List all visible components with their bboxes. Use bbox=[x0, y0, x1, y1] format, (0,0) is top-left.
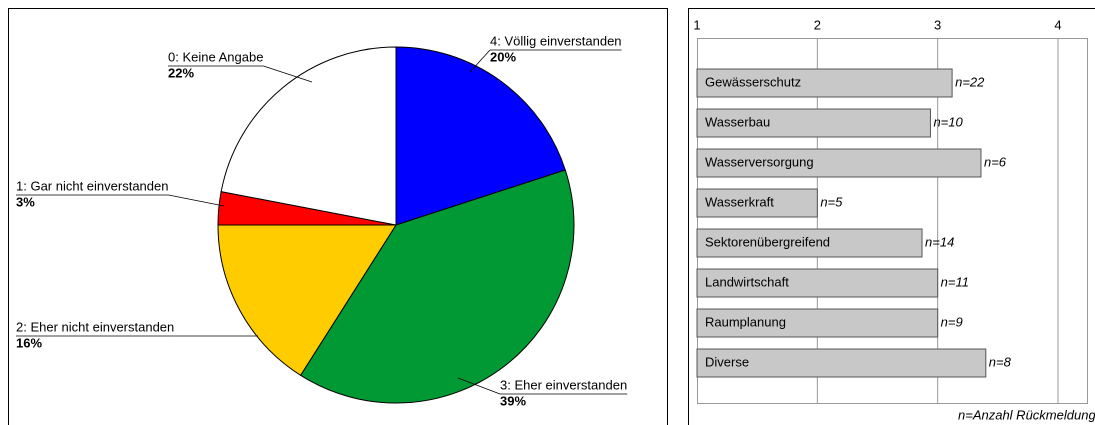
pie-slice bbox=[217, 224, 397, 376]
note: n=Anzahl Rückmeldungen bbox=[958, 407, 1095, 422]
bar-annotation: n=8 bbox=[989, 354, 1012, 369]
bar-label: Wasserversorgung bbox=[705, 154, 814, 169]
pie-slice bbox=[220, 46, 397, 226]
bar-annotation: n=9 bbox=[941, 314, 963, 329]
bar-frame bbox=[688, 8, 1095, 425]
slice-value-label: 16% bbox=[16, 335, 42, 350]
bar-annotation: n=5 bbox=[820, 194, 843, 209]
bar-annotation: n=10 bbox=[933, 114, 963, 129]
x-tick-label: 2 bbox=[814, 17, 821, 32]
bar-annotation: n=22 bbox=[955, 74, 985, 89]
slice-label: 0: Keine Angabe bbox=[168, 49, 263, 64]
bar bbox=[696, 68, 953, 98]
bar bbox=[696, 308, 939, 338]
x-tick-label: 1 bbox=[693, 17, 700, 32]
bar bbox=[696, 188, 818, 218]
leader-line bbox=[263, 65, 313, 83]
pie-slice bbox=[395, 46, 566, 226]
bar-annotation: n=14 bbox=[925, 234, 954, 249]
x-tick-label: 4 bbox=[1054, 17, 1061, 32]
bar-label: Gewässerschutz bbox=[705, 74, 801, 89]
plot-area bbox=[697, 38, 1088, 404]
slice-value-label: 22% bbox=[168, 65, 194, 80]
bar-label: Wasserbau bbox=[705, 114, 770, 129]
bar bbox=[696, 228, 923, 258]
slice-value-label: 39% bbox=[500, 393, 526, 408]
bar bbox=[696, 148, 982, 178]
bar-label: Raumplanung bbox=[705, 314, 786, 329]
bar bbox=[696, 348, 987, 378]
bar bbox=[696, 268, 939, 298]
bar-annotation: n=6 bbox=[984, 154, 1007, 169]
bar-label: Landwirtschaft bbox=[705, 274, 789, 289]
bar-label: Diverse bbox=[705, 354, 749, 369]
x-tick-label: 3 bbox=[934, 17, 941, 32]
bar-label: Sektorenübergreifend bbox=[705, 234, 830, 249]
slice-label: 3: Eher einverstanden bbox=[500, 377, 627, 392]
pie-frame bbox=[8, 8, 668, 425]
bar-label: Wasserkraft bbox=[705, 194, 774, 209]
pie-slice bbox=[299, 169, 575, 404]
bar-annotation: n=11 bbox=[941, 274, 969, 289]
slice-label: 2: Eher nicht einverstanden bbox=[16, 319, 174, 334]
slice-value-label: 20% bbox=[490, 49, 516, 64]
leader-line bbox=[168, 194, 225, 207]
leader-line bbox=[469, 49, 491, 73]
bar bbox=[696, 108, 931, 138]
slice-label: 1: Gar nicht einverstanden bbox=[16, 178, 168, 193]
slice-value-label: 3% bbox=[16, 194, 35, 209]
leader-line bbox=[457, 377, 501, 395]
slice-label: 4: Völlig einverstanden bbox=[490, 33, 622, 48]
